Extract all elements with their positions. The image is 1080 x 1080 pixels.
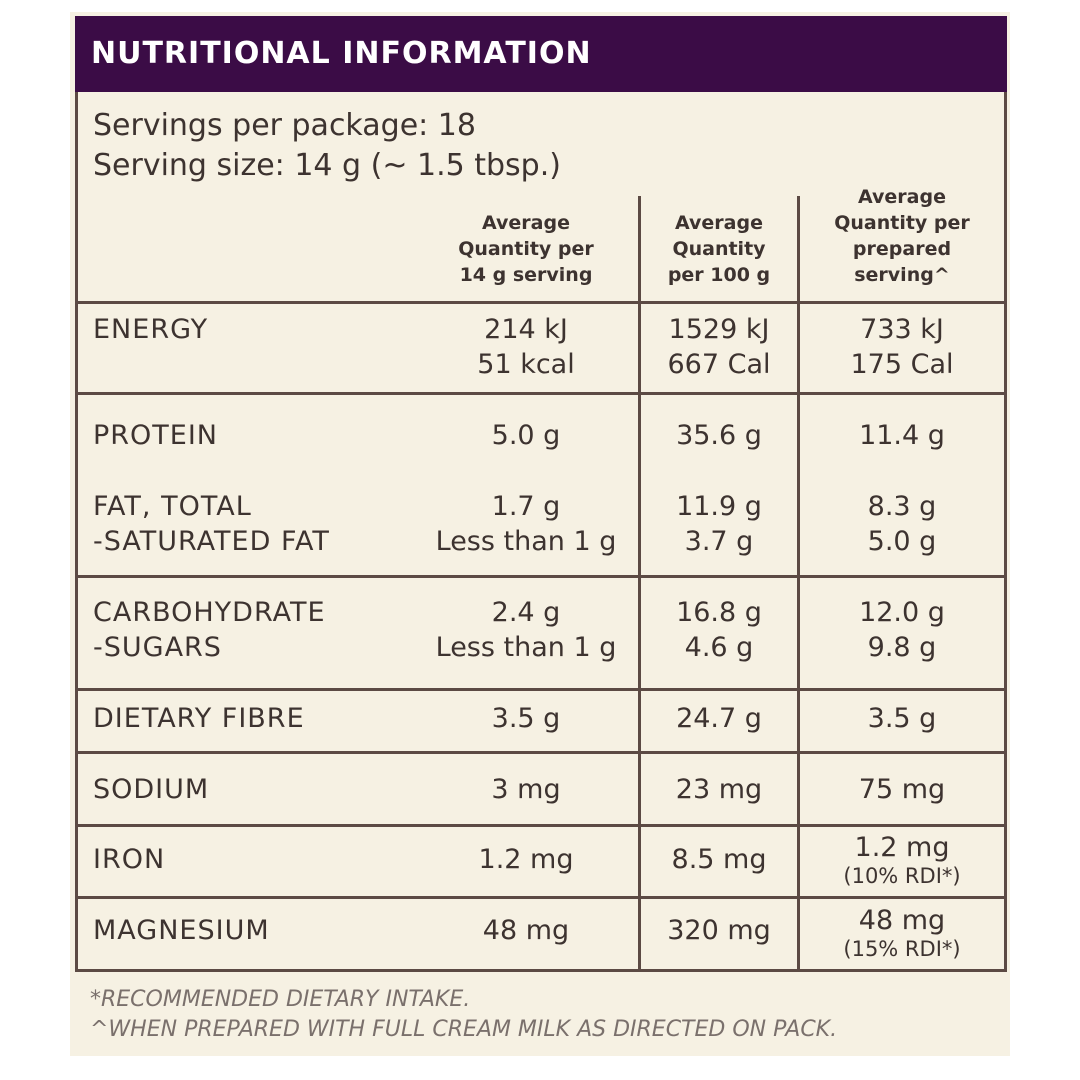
saturated-fat-prepared: 5.0 g	[867, 526, 937, 557]
row-label-sugars: -SUGARS	[93, 632, 222, 663]
protein-per-serving: 5.0 g	[491, 420, 561, 451]
column-divider	[797, 196, 800, 969]
energy-per-serving-kcal: 51 kcal	[477, 349, 575, 380]
magnesium-per-100g: 320 mg	[667, 915, 771, 946]
row-label-magnesium: MAGNESIUM	[93, 915, 270, 946]
fat-total-prepared: 8.3 g	[867, 491, 937, 522]
row-divider	[78, 751, 1004, 754]
fat-total-per-serving: 1.7 g	[491, 491, 561, 522]
energy-per-serving-kj: 214 kJ	[484, 314, 568, 345]
row-divider	[78, 824, 1004, 827]
row-label-carbohydrate: CARBOHYDRATE	[93, 597, 326, 628]
iron-per-100g: 8.5 mg	[671, 844, 767, 875]
magnesium-prepared-rdi: (15% RDI*)	[843, 937, 961, 961]
carbohydrate-prepared: 12.0 g	[859, 597, 945, 628]
energy-per-100g-kj: 1529 kJ	[668, 314, 770, 345]
row-divider	[78, 392, 1004, 395]
sodium-per-100g: 23 mg	[675, 774, 763, 805]
fat-total-per-100g: 11.9 g	[676, 491, 762, 522]
dietary-fibre-prepared: 3.5 g	[867, 703, 937, 734]
sugars-per-serving: Less than 1 g	[435, 632, 617, 663]
row-divider	[78, 688, 1004, 691]
row-label-iron: IRON	[93, 844, 166, 875]
row-divider	[78, 575, 1004, 578]
row-label-saturated-fat: -SATURATED FAT	[93, 526, 330, 557]
magnesium-prepared: 48 mg	[858, 905, 946, 936]
sodium-per-serving: 3 mg	[491, 774, 561, 805]
energy-per-100g-cal: 667 Cal	[667, 349, 771, 380]
saturated-fat-per-100g: 3.7 g	[684, 526, 754, 557]
panel-title: NUTRITIONAL INFORMATION	[75, 16, 1007, 92]
serving-size: Serving size: 14 g (~ 1.5 tbsp.)	[93, 148, 561, 183]
iron-prepared: 1.2 mg	[854, 832, 950, 863]
row-divider	[78, 301, 1004, 304]
dietary-fibre-per-100g: 24.7 g	[676, 703, 762, 734]
row-label-dietary-fibre: DIETARY FIBRE	[93, 703, 305, 734]
nutrition-panel: NUTRITIONAL INFORMATION Servings per pac…	[70, 12, 1010, 1056]
carbohydrate-per-100g: 16.8 g	[676, 597, 762, 628]
magnesium-per-serving: 48 mg	[482, 915, 570, 946]
column-header-per-100g: Average Quantity per 100 g	[667, 212, 771, 286]
row-label-energy: ENERGY	[93, 314, 209, 345]
carbohydrate-per-serving: 2.4 g	[491, 597, 561, 628]
iron-per-serving: 1.2 mg	[478, 844, 574, 875]
nutrition-table: Servings per package: 18 Serving size: 1…	[75, 92, 1007, 972]
footnote-rdi: *RECOMMENDED DIETARY INTAKE.	[90, 987, 471, 1012]
protein-per-100g: 35.6 g	[676, 420, 762, 451]
energy-prepared-kj: 733 kJ	[860, 314, 944, 345]
row-label-fat-total: FAT, TOTAL	[93, 491, 252, 522]
servings-per-package: Servings per package: 18	[93, 108, 476, 143]
saturated-fat-per-serving: Less than 1 g	[435, 526, 617, 557]
column-header-per-serving: Average Quantity per 14 g serving	[458, 212, 594, 286]
column-divider	[638, 196, 641, 969]
sodium-prepared: 75 mg	[858, 774, 946, 805]
energy-prepared-cal: 175 Cal	[850, 349, 954, 380]
row-label-sodium: SODIUM	[93, 774, 210, 805]
column-header-per-prepared-serving: Average Quantity per prepared serving^	[834, 186, 970, 286]
row-label-protein: PROTEIN	[93, 420, 219, 451]
dietary-fibre-per-serving: 3.5 g	[491, 703, 561, 734]
footnote-prepared: ^WHEN PREPARED WITH FULL CREAM MILK AS D…	[90, 1017, 838, 1042]
sugars-per-100g: 4.6 g	[684, 632, 754, 663]
protein-prepared: 11.4 g	[859, 420, 945, 451]
iron-prepared-rdi: (10% RDI*)	[843, 864, 961, 888]
sugars-prepared: 9.8 g	[867, 632, 937, 663]
row-divider	[78, 896, 1004, 899]
